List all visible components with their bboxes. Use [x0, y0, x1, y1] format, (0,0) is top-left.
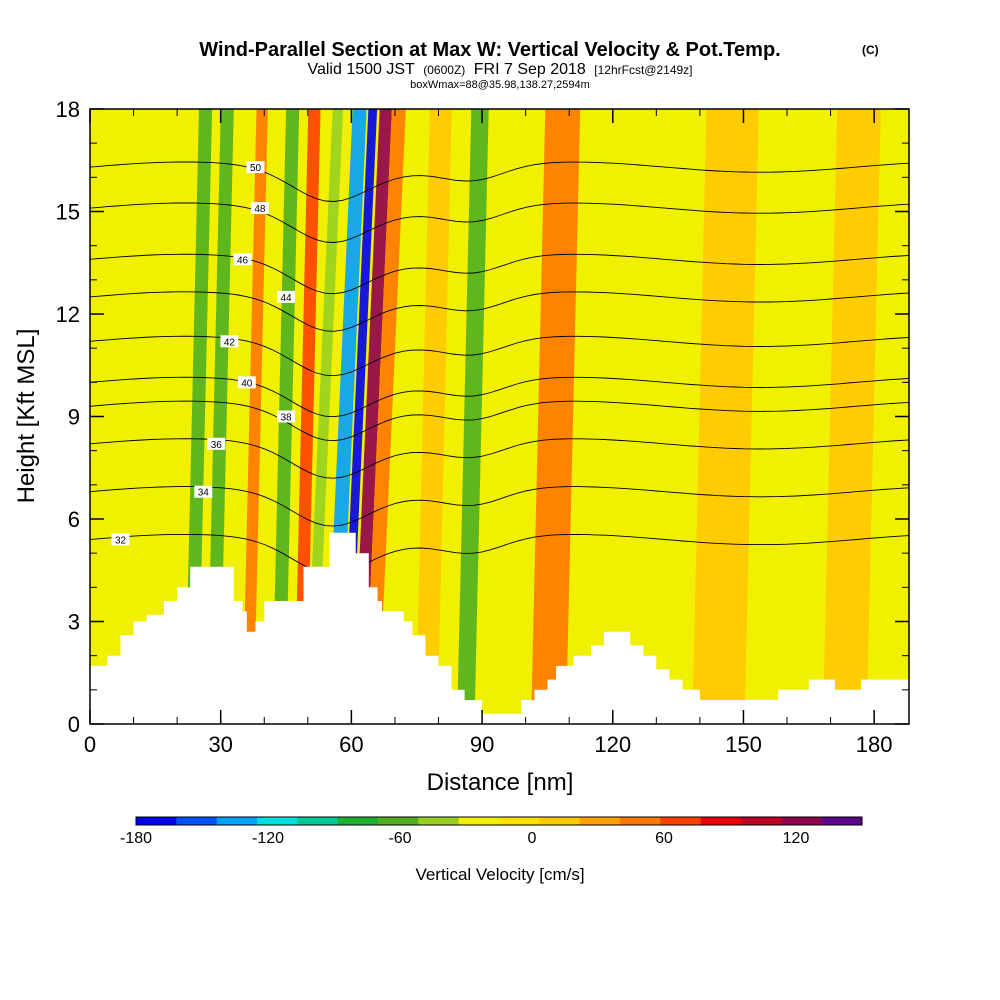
theta-contour	[90, 291, 909, 332]
contour-label-bg	[277, 290, 295, 303]
theta-contour	[90, 486, 909, 527]
contour-label-bg	[194, 485, 213, 498]
x-tick-label: 120	[594, 732, 631, 757]
theta-contour	[90, 202, 909, 243]
contour-label: 48	[254, 204, 266, 215]
subtitle-utc: (0600Z)	[423, 63, 465, 77]
velocity-band	[206, 109, 234, 718]
subtitle-forecast: [12hrFcst@2149z]	[594, 63, 692, 77]
colorbar-swatch	[418, 817, 460, 825]
velocity-band	[294, 109, 321, 718]
theta-contour	[90, 438, 909, 479]
velocity-band	[242, 109, 268, 718]
colorbar-swatch	[136, 817, 177, 825]
colorbar-title: Vertical Velocity [cm/s]	[415, 865, 584, 884]
x-tick-label: 30	[208, 732, 232, 757]
velocity-band	[184, 109, 213, 718]
theta-contour	[90, 376, 909, 418]
colorbar-swatch	[781, 817, 823, 825]
colorbar-tick-label: 120	[783, 830, 810, 847]
x-tick-label: 60	[339, 732, 363, 757]
contour-label-bg	[237, 376, 256, 389]
y-tick-label: 12	[56, 302, 80, 327]
colorbar-tick-label: -120	[252, 830, 284, 847]
colorbar-swatch	[620, 817, 661, 825]
x-tick-label: 150	[725, 732, 762, 757]
velocity-band	[415, 109, 452, 718]
velocity-band	[616, 109, 653, 718]
velocity-band	[397, 109, 426, 718]
colorbar-swatch	[458, 817, 500, 825]
colorbar-swatch	[499, 817, 540, 825]
contour-label: 32	[115, 536, 127, 547]
y-tick-label: 9	[68, 405, 80, 430]
colorbar-swatch	[660, 817, 702, 825]
contour-label-bg	[250, 202, 269, 215]
x-tick-label: 180	[856, 732, 893, 757]
contour-label-bg	[220, 335, 239, 348]
contour-label-bg	[233, 253, 252, 266]
theta-contours: 32 34 36 38 40 42 44 46 48 50	[90, 161, 909, 575]
contour-label: 38	[280, 413, 292, 424]
y-tick-label: 6	[68, 507, 80, 532]
theta-contour	[90, 533, 909, 575]
velocity-band	[305, 109, 344, 718]
contour-label-bg	[277, 410, 295, 423]
colorbar-swatch	[741, 817, 782, 825]
x-tick-label: 90	[470, 732, 494, 757]
x-tick-label: 0	[84, 732, 96, 757]
colorbar-tick-label: -180	[120, 830, 152, 847]
colorbar-swatch	[297, 817, 339, 825]
chart-title: Wind-Parallel Section at Max W: Vertical…	[199, 39, 780, 61]
theta-contour	[90, 253, 909, 295]
contour-label: 34	[198, 488, 210, 499]
y-tick-label: 15	[56, 200, 80, 225]
colorbar-swatch	[378, 817, 419, 825]
colorbar-swatch	[337, 817, 379, 825]
subtitle-date: FRI 7 Sep 2018	[474, 61, 586, 78]
colorbar-swatch	[539, 817, 581, 825]
theta-contour	[90, 400, 909, 442]
velocity-band	[692, 109, 759, 718]
velocity-band	[531, 109, 581, 718]
colorbar-swatch	[257, 817, 298, 825]
velocity-field	[184, 109, 881, 718]
chart-subtitle-2: boxWmax=88@35.98,138.27,2594m	[410, 79, 590, 91]
x-axis-title: Distance [nm]	[427, 769, 574, 796]
colorbar-swatch	[579, 817, 621, 825]
colorbar-swatch	[216, 817, 258, 825]
contour-label-bg	[207, 437, 226, 450]
y-tick-label: 3	[68, 610, 80, 635]
y-tick-label: 0	[68, 712, 80, 737]
y-tick-label: 18	[56, 97, 80, 122]
contour-label: 50	[250, 163, 262, 174]
colorbar-tick-label: 60	[655, 830, 673, 847]
colorbar-tick-label: 0	[528, 830, 537, 847]
velocity-band	[457, 109, 489, 718]
contour-label: 36	[211, 440, 223, 451]
velocity-band	[364, 109, 406, 718]
contour-label: 46	[237, 255, 249, 266]
colorbar-swatch	[821, 817, 863, 825]
contour-label: 42	[224, 337, 236, 348]
theta-contour	[90, 161, 909, 202]
colorbar: -180 -120 -60 0 60 120	[120, 816, 863, 847]
plot-area: 32 34 36 38 40 42 44 46 48 50	[90, 109, 909, 724]
colorbar-frame	[135, 816, 863, 826]
colorbar-swatch	[176, 817, 218, 825]
y-axis-title: Height [Kft MSL]	[13, 329, 40, 504]
colorbar-tick-label: -60	[388, 830, 411, 847]
chart-subtitle: Valid 1500 JST (0600Z) FRI 7 Sep 2018 [1…	[307, 61, 692, 78]
contour-label-bg	[111, 533, 130, 546]
contour-label: 44	[280, 293, 292, 304]
title-mark: (C)	[862, 43, 879, 57]
terrain	[90, 532, 909, 724]
contour-label: 40	[241, 378, 253, 389]
contour-label-bg	[246, 161, 265, 174]
subtitle-valid: Valid 1500 JST	[307, 61, 415, 78]
colorbar-swatch	[700, 817, 742, 825]
